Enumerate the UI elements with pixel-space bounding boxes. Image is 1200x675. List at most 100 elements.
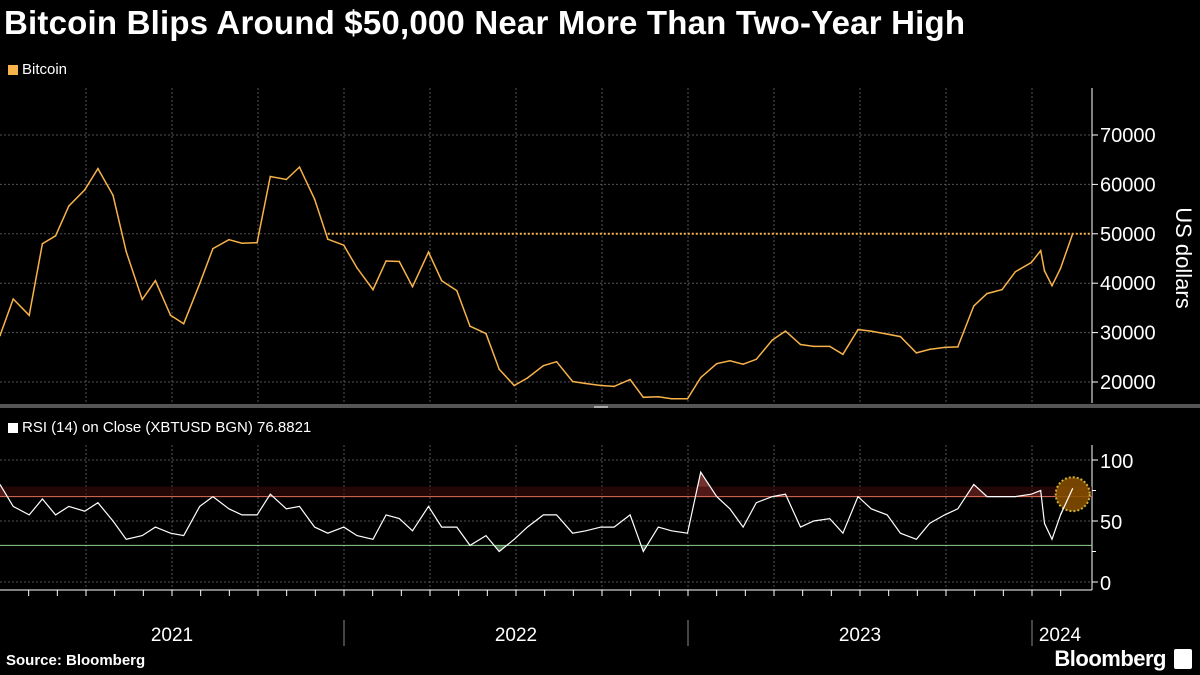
- y-tick-label: 70000: [1100, 125, 1156, 147]
- bitcoin-point: [642, 396, 645, 399]
- bitcoin-point: [313, 198, 316, 201]
- bitcoin-point: [613, 385, 615, 388]
- bitcoin-point: [1043, 270, 1046, 272]
- bitcoin-price-line: [0, 165, 1074, 400]
- bitcoin-point: [411, 285, 414, 288]
- legend-label: RSI (14) on Close (XBTUSD BGN) 76.8821: [22, 419, 312, 436]
- legend-swatch: [8, 64, 18, 75]
- rsi-y-tick-label: 0: [1100, 573, 1111, 595]
- brand-name: Bloomberg: [1054, 646, 1166, 671]
- bitcoin-point: [943, 346, 946, 349]
- bitcoin-point: [398, 260, 401, 263]
- bitcoin-point: [1071, 233, 1074, 235]
- bitcoin-point: [169, 314, 172, 317]
- bitcoin-point: [513, 384, 516, 387]
- bitcoin-point: [241, 242, 243, 244]
- bitcoin-point: [154, 279, 157, 282]
- bitcoin-point: [28, 314, 30, 317]
- bitcoin-point: [342, 244, 345, 246]
- bitcoin-point: [41, 242, 44, 245]
- legend-bitcoin: Bitcoin: [8, 61, 67, 78]
- bitcoin-point: [141, 298, 144, 301]
- bitcoin-point: [440, 279, 443, 282]
- bitcoin-point: [812, 345, 815, 348]
- bitcoin-point: [427, 251, 430, 253]
- bitcoin-point: [182, 322, 185, 325]
- source-note: Source: Bloomberg: [6, 652, 146, 669]
- bitcoin-point: [742, 363, 744, 366]
- bitcoin-point: [326, 238, 329, 241]
- y-tick-label: 50000: [1100, 224, 1156, 246]
- bitcoin-point: [1001, 288, 1003, 291]
- bitcoin-point: [986, 292, 988, 295]
- bitcoin-point: [928, 348, 931, 351]
- bitcoin-point: [1014, 271, 1017, 273]
- bitcoin-point: [771, 339, 774, 341]
- bitcoin-point: [228, 238, 230, 241]
- bitcoin-point: [629, 378, 631, 381]
- bloomberg-logo: Bloomberg: [1054, 646, 1192, 672]
- rsi-y-tick-label: 100: [1100, 451, 1133, 473]
- bitcoin-point: [385, 260, 387, 262]
- bitcoin-point: [198, 282, 201, 285]
- bitcoin-point: [1039, 249, 1042, 252]
- bitcoin-point: [256, 241, 258, 244]
- bitcoin-point: [799, 343, 802, 346]
- bitcoin-point: [269, 175, 272, 178]
- bitcoin-point: [372, 288, 374, 291]
- bitcoin-point: [498, 368, 500, 370]
- rsi-latest-segment: [1059, 487, 1074, 516]
- bitcoin-point: [585, 382, 587, 385]
- overbought-band: [0, 486, 1092, 497]
- bitcoin-point: [729, 359, 731, 362]
- chart-title: Bitcoin Blips Around $50,000 Near More T…: [4, 4, 966, 41]
- bitcoin-point: [699, 376, 702, 379]
- bitcoin-point: [686, 397, 689, 400]
- x-axis: 2021 2022 2023 2024: [28, 590, 1082, 646]
- bitcoin-point: [1030, 261, 1033, 264]
- bitcoin-point: [125, 250, 128, 253]
- bitcoin-point: [542, 364, 545, 367]
- overbought-fill: [0, 472, 1073, 497]
- bitcoin-point: [957, 346, 959, 348]
- bitcoin-point: [670, 397, 673, 400]
- bitcoin-point: [12, 298, 14, 300]
- x-tick-label: 2022: [495, 625, 537, 646]
- divider-handle[interactable]: [594, 406, 608, 408]
- rsi-y-tick-label: 50: [1100, 512, 1122, 534]
- bitcoin-point: [97, 167, 99, 170]
- legend-label: Bitcoin: [22, 61, 68, 78]
- y-axis-label: US dollars: [1171, 207, 1196, 308]
- bitcoin-point: [67, 205, 70, 207]
- bitcoin-point: [857, 328, 859, 331]
- y-tick-label: 40000: [1100, 273, 1156, 295]
- bitcoin-point: [485, 332, 487, 335]
- bitcoin-point: [555, 360, 558, 363]
- x-tick-label: 2021: [151, 625, 193, 646]
- y-tick-label: 60000: [1100, 174, 1156, 196]
- bitcoin-point: [828, 345, 831, 348]
- bitcoin-point: [657, 396, 660, 398]
- y-tick-label: 30000: [1100, 323, 1156, 345]
- bitcoin-point: [886, 333, 888, 335]
- bitcoin-point: [212, 247, 214, 250]
- bitcoin-point: [870, 330, 872, 332]
- bloomberg-chart-icon: [1174, 649, 1192, 669]
- x-tick-label: 2023: [839, 625, 881, 646]
- bitcoin-point: [298, 166, 301, 168]
- bitcoin-point: [842, 353, 844, 356]
- bitcoin-point: [973, 305, 975, 307]
- bitcoin-point: [83, 189, 86, 191]
- legend-swatch: [8, 422, 18, 433]
- bitcoin-point: [1051, 284, 1053, 287]
- rsi-latest-highlight: [1054, 476, 1091, 513]
- bitcoin-point: [526, 377, 529, 379]
- bitcoin-point: [0, 334, 1, 337]
- legend-rsi: RSI (14) on Close (XBTUSD BGN) 76.8821: [8, 419, 311, 436]
- rsi-line: [0, 470, 1074, 553]
- bitcoin-point: [285, 178, 288, 181]
- oversold-fill: [0, 545, 1073, 552]
- x-tick-label: 2024: [1039, 625, 1082, 646]
- bitcoin-point: [784, 330, 787, 332]
